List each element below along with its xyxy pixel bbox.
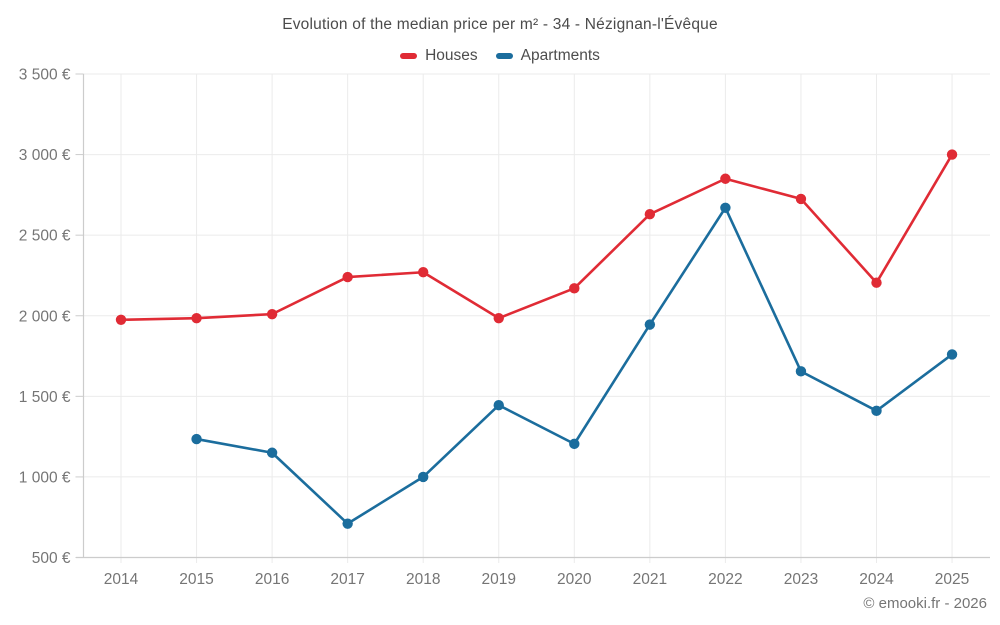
x-axis-label: 2021	[633, 571, 667, 588]
data-point-apartments-2017[interactable]	[342, 518, 353, 529]
x-axis-label: 2019	[482, 571, 516, 588]
data-point-houses-2020[interactable]	[569, 283, 580, 294]
x-axis-label: 2015	[179, 571, 213, 588]
x-axis-label: 2017	[330, 571, 364, 588]
x-axis-label: 2023	[784, 571, 818, 588]
x-axis-label: 2018	[406, 571, 440, 588]
chart-legend: Houses Apartments	[0, 46, 1000, 66]
data-point-houses-2017[interactable]	[342, 271, 353, 283]
data-point-apartments-2020[interactable]	[569, 438, 580, 450]
legend-swatch-icon	[400, 53, 418, 59]
data-point-houses-2022[interactable]	[720, 173, 731, 184]
data-point-houses-2021[interactable]	[644, 209, 656, 220]
data-point-apartments-2021[interactable]	[644, 319, 656, 330]
x-axis-label: 2014	[104, 571, 139, 588]
data-point-houses-2014[interactable]	[115, 314, 127, 325]
y-axis-label: 2 500 €	[19, 228, 71, 245]
legend-item-apartments[interactable]: Apartments	[495, 47, 600, 65]
data-point-houses-2024[interactable]	[871, 277, 882, 288]
legend-label: Apartments	[520, 47, 600, 64]
legend-item-houses[interactable]: Houses	[400, 47, 478, 65]
data-point-apartments-2015[interactable]	[191, 433, 202, 445]
y-axis-label: 3 000 €	[19, 147, 71, 164]
data-point-apartments-2024[interactable]	[871, 405, 882, 417]
y-axis-label: 500 €	[32, 550, 71, 567]
y-axis-label: 2 000 €	[19, 308, 71, 325]
x-axis-label: 2024	[859, 571, 894, 588]
data-point-apartments-2022[interactable]	[720, 202, 731, 213]
data-point-apartments-2018[interactable]	[418, 471, 429, 483]
x-axis-label: 2016	[255, 571, 289, 588]
data-point-houses-2018[interactable]	[418, 267, 429, 278]
data-point-apartments-2025[interactable]	[946, 349, 958, 360]
y-axis-label: 1 500 €	[19, 389, 71, 406]
legend-label: Houses	[425, 47, 478, 64]
data-point-apartments-2019[interactable]	[493, 399, 504, 411]
data-point-houses-2016[interactable]	[266, 308, 278, 320]
x-axis-label: 2022	[708, 571, 742, 588]
legend-swatch-icon	[495, 53, 513, 59]
y-axis-label: 1 000 €	[19, 469, 71, 486]
data-point-apartments-2023[interactable]	[795, 366, 807, 377]
x-axis-label: 2020	[557, 571, 592, 588]
y-axis-label: 3 500 €	[19, 67, 71, 84]
data-point-houses-2019[interactable]	[493, 312, 504, 324]
data-point-houses-2015[interactable]	[191, 312, 202, 324]
copyright-footer: © emooki.fr - 2026	[863, 595, 987, 612]
data-point-houses-2025[interactable]	[946, 149, 958, 160]
chart-title: Evolution of the median price per m² - 3…	[282, 16, 718, 33]
series-line-houses	[119, 153, 954, 322]
x-axis-label: 2025	[935, 571, 969, 588]
data-point-apartments-2016[interactable]	[266, 447, 278, 458]
data-point-houses-2023[interactable]	[795, 193, 807, 205]
